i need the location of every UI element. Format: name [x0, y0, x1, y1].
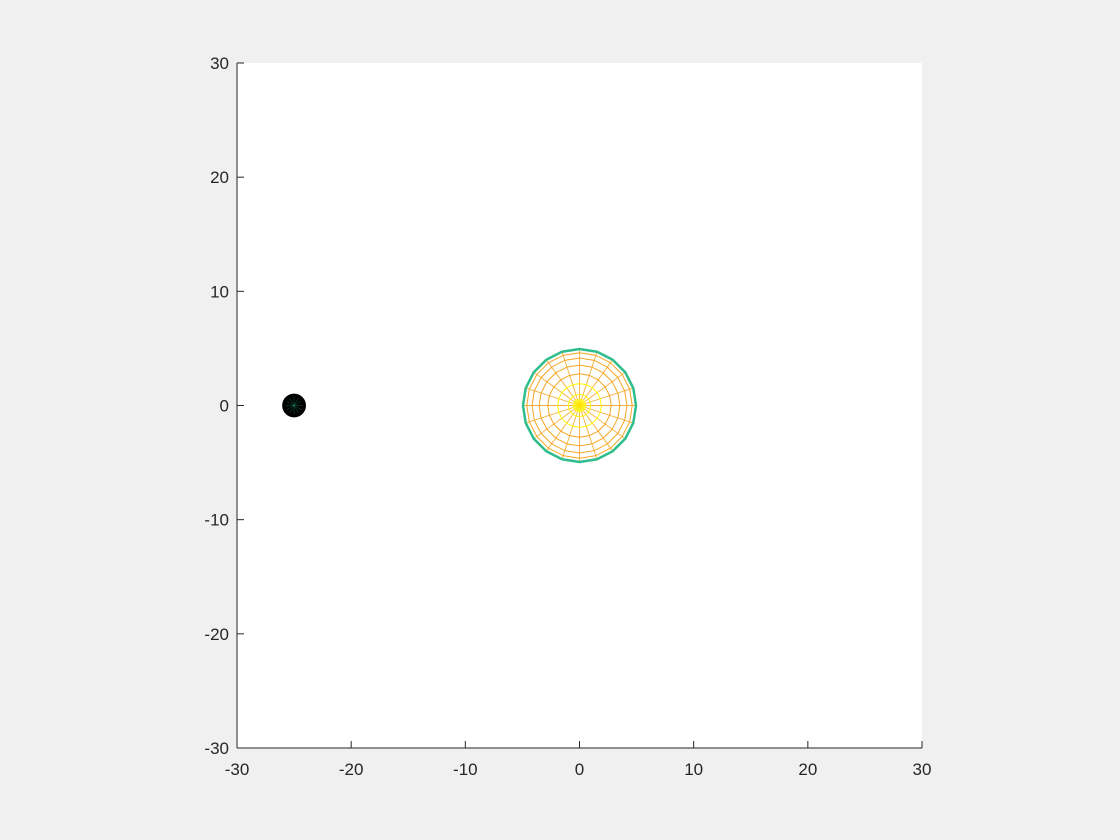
y-tick-label: -30: [204, 739, 229, 758]
mesh-pole: [573, 399, 587, 413]
x-tick-label: 20: [798, 760, 817, 779]
mesh-sphere: [522, 348, 636, 462]
x-tick-label: 30: [913, 760, 932, 779]
y-tick-label: 0: [220, 397, 229, 416]
y-tick-label: 10: [210, 282, 229, 301]
y-tick-label: -10: [204, 511, 229, 530]
x-tick-label: 10: [684, 760, 703, 779]
x-tick-label: -30: [225, 760, 250, 779]
y-tick-label: 30: [210, 54, 229, 73]
x-tick-label: 0: [575, 760, 584, 779]
x-tick-label: -10: [453, 760, 478, 779]
y-tick-label: 20: [210, 168, 229, 187]
y-tick-label: -20: [204, 625, 229, 644]
x-tick-label: -20: [339, 760, 364, 779]
filled-sphere: [283, 394, 306, 417]
